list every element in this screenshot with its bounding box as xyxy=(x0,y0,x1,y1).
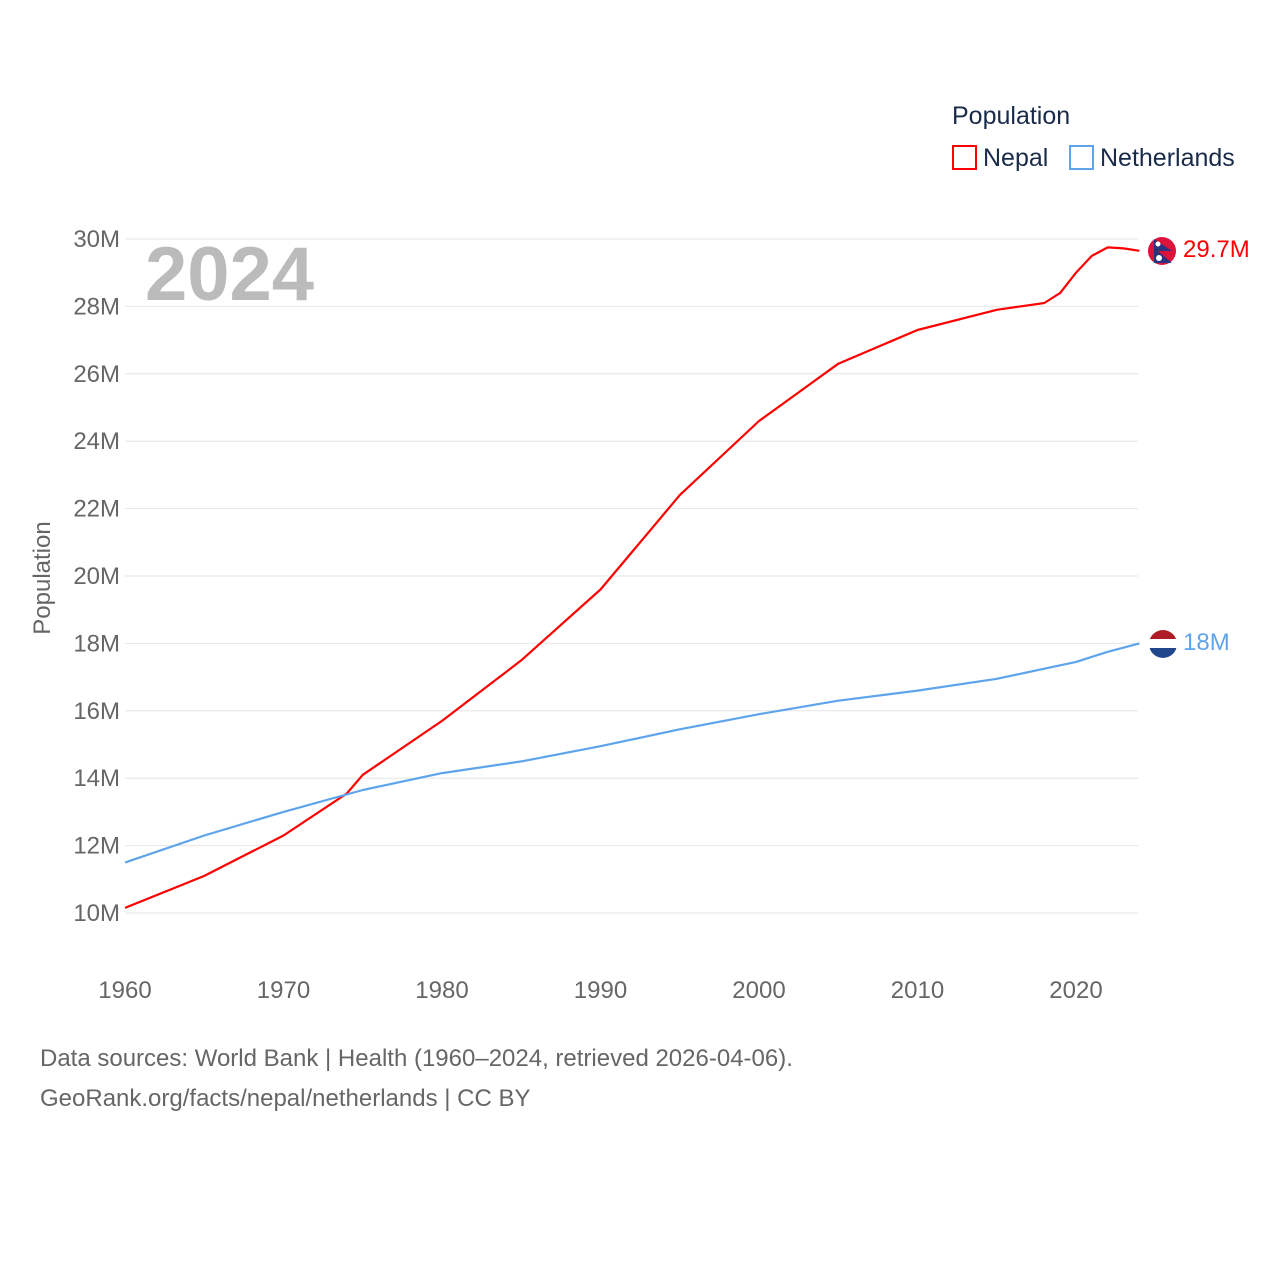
y-tick-label: 10M xyxy=(73,900,120,927)
legend-swatch-netherlands xyxy=(1069,145,1094,170)
netherlands-end-label: 18M xyxy=(1183,629,1230,656)
y-tick-label: 20M xyxy=(73,563,120,590)
x-tick-label: 2010 xyxy=(891,977,944,1004)
legend-swatch-nepal xyxy=(952,145,977,170)
legend-label-nepal: Nepal xyxy=(983,144,1048,172)
x-tick-label: 2000 xyxy=(732,977,785,1004)
y-axis-ticks: 10M 12M 14M 16M 18M 20M 22M 24M 26M 28M 30M xyxy=(73,226,120,927)
legend-label-netherlands: Netherlands xyxy=(1100,144,1235,172)
x-axis-ticks: 1960 1970 1980 1990 2000 2010 2020 xyxy=(98,977,1102,1004)
x-tick-label: 1970 xyxy=(257,977,310,1004)
y-axis-label: Population xyxy=(29,521,56,634)
nepal-end-label: 29.7M xyxy=(1183,236,1250,263)
y-tick-label: 24M xyxy=(73,428,120,455)
footer-sources: Data sources: World Bank | Health (1960–… xyxy=(40,1045,793,1072)
x-tick-label: 1990 xyxy=(574,977,627,1004)
legend-item-netherlands[interactable]: Netherlands xyxy=(1069,144,1235,172)
legend: Population Nepal Netherlands xyxy=(952,102,1235,172)
x-tick-label: 1960 xyxy=(98,977,151,1004)
y-tick-label: 22M xyxy=(73,496,120,523)
gridlines xyxy=(125,238,1138,914)
series-line-nepal xyxy=(124,246,1140,909)
y-tick-label: 26M xyxy=(73,361,120,388)
year-watermark: 2024 xyxy=(145,232,314,317)
nepal-flag-icon xyxy=(1148,237,1176,265)
y-tick-label: 30M xyxy=(73,226,120,253)
y-tick-label: 12M xyxy=(73,833,120,860)
legend-item-nepal[interactable]: Nepal xyxy=(952,144,1048,172)
x-tick-label: 1980 xyxy=(415,977,468,1004)
y-tick-label: 14M xyxy=(73,765,120,792)
netherlands-flag-icon xyxy=(1149,630,1177,658)
y-tick-label: 16M xyxy=(73,698,120,725)
series-line-netherlands xyxy=(124,642,1140,864)
x-tick-label: 2020 xyxy=(1049,977,1102,1004)
y-tick-label: 18M xyxy=(73,630,120,657)
y-tick-label: 28M xyxy=(73,293,120,320)
legend-title: Population xyxy=(952,102,1070,130)
series-lines xyxy=(124,246,1140,909)
footer-attribution[interactable]: GeoRank.org/facts/nepal/netherlands | CC… xyxy=(40,1085,531,1112)
